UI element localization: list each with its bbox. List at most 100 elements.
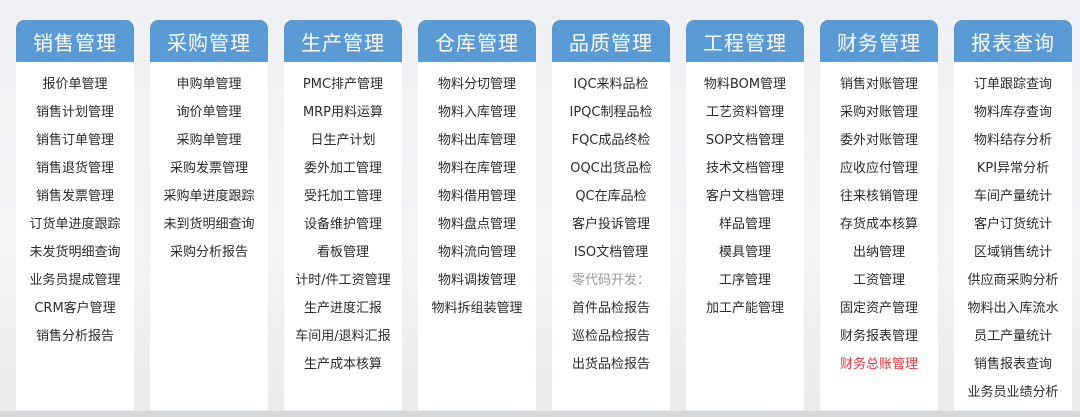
menu-item[interactable]: 往来核销管理: [839, 189, 918, 204]
menu-item[interactable]: 委外对账管理: [839, 133, 918, 148]
menu-item[interactable]: 客户文档管理: [705, 189, 784, 204]
menu-item[interactable]: 工序管理: [718, 273, 771, 288]
menu-item[interactable]: 询价单管理: [176, 105, 242, 120]
module-item-list: 物料分切管理 物料入库管理 物料出库管理 物料在库管理 物料借用管理 物料盘点管理 物料流向…: [431, 71, 522, 323]
menu-item[interactable]: 巡检品检报告: [571, 329, 650, 344]
menu-item[interactable]: 业务员业绩分析: [967, 385, 1059, 400]
menu-item[interactable]: 财务报表管理: [839, 329, 918, 344]
menu-item[interactable]: CRM客户管理: [34, 301, 116, 316]
menu-item[interactable]: 客户订货统计: [973, 217, 1052, 232]
menu-item[interactable]: 计时/件工资管理: [295, 273, 391, 288]
menu-item[interactable]: 委外加工管理: [303, 161, 382, 176]
menu-item[interactable]: 销售退货管理: [35, 161, 114, 176]
menu-item[interactable]: 车间产量统计: [973, 189, 1052, 204]
menu-item[interactable]: 销售计划管理: [35, 105, 114, 120]
bottom-bar: [0, 411, 1080, 417]
menu-item[interactable]: 首件品检报告: [571, 301, 650, 316]
menu-item[interactable]: 模具管理: [718, 245, 771, 260]
module-header[interactable]: 品质管理: [552, 20, 670, 62]
module-column: 采购管理申购单管理询价单管理采购单管理采购发票管理 采购单进度跟踪 未到货明细查询采…: [150, 20, 268, 410]
menu-item[interactable]: MRP用料运算: [302, 105, 384, 120]
menu-item[interactable]: 订单跟踪查询: [973, 77, 1052, 92]
menu-item[interactable]: 采购分析报告: [169, 245, 248, 260]
menu-item[interactable]: 采购对账管理: [839, 105, 918, 120]
module-header[interactable]: 工程管理: [686, 20, 804, 62]
menu-item[interactable]: 物料调拨管理: [437, 273, 516, 288]
menu-item[interactable]: 出纳管理: [852, 245, 905, 260]
menu-item[interactable]: 财务总账管理: [839, 357, 918, 372]
menu-item[interactable]: 物料BOM管理: [703, 77, 787, 92]
module-column: 财务管理销售对账管理 采购对账管理 委外对账管理 应收应付管理 往来核销管理 存货成本核算…: [820, 20, 938, 410]
menu-item[interactable]: 采购单进度跟踪: [163, 189, 255, 204]
module-header[interactable]: 报表查询: [954, 20, 1072, 62]
menu-item[interactable]: IQC来料品检: [573, 77, 649, 92]
menu-item[interactable]: 存货成本核算: [839, 217, 918, 232]
menu-item[interactable]: 车间用/退料汇报: [295, 329, 391, 344]
menu-item[interactable]: 物料拆组装管理: [431, 301, 523, 316]
module-header[interactable]: 采购管理: [150, 20, 268, 62]
menu-item[interactable]: IPQC制程品检: [569, 105, 653, 120]
module-column: 工程管理物料BOM管理 工艺资料管理 SOP文档管理 技术文档管理 客户文档管理 样品管理…: [686, 20, 804, 410]
menu-item[interactable]: 物料在库管理: [437, 161, 516, 176]
menu-item[interactable]: SOP文档管理: [705, 133, 785, 148]
module-column: 仓库管理物料分切管理 物料入库管理 物料出库管理 物料在库管理 物料借用管理 物料盘点管理…: [418, 20, 536, 410]
module-item-list: PMC排产管理 MRP用料运算 日生产计划委外加工管理 受托加工管理 设备维护管理 看板管…: [295, 71, 390, 379]
menu-item[interactable]: 工资管理: [852, 273, 905, 288]
module-item-list: 申购单管理询价单管理采购单管理采购发票管理 采购单进度跟踪 未到货明细查询 采购分析报…: [163, 71, 254, 267]
menu-item[interactable]: 物料流向管理: [437, 245, 516, 260]
menu-item[interactable]: 受托加工管理: [303, 189, 382, 204]
module-item-list: 订单跟踪查询 物料库存查询 物料结存分析 KPI异常分析 车间产量统计 客户订货统计 区域销…: [967, 71, 1058, 407]
menu-item[interactable]: 客户投诉管理: [571, 217, 650, 232]
module-header[interactable]: 销售管理: [16, 20, 134, 62]
menu-item[interactable]: 物料借用管理: [437, 189, 516, 204]
menu-item[interactable]: 物料出入库流水: [967, 301, 1059, 316]
menu-item[interactable]: OQC出货品检: [570, 161, 652, 176]
menu-item[interactable]: 销售报表查询: [973, 357, 1052, 372]
module-header[interactable]: 仓库管理: [418, 20, 536, 62]
menu-item[interactable]: 供应商采购分析: [967, 273, 1059, 288]
menu-item[interactable]: 销售对账管理: [839, 77, 918, 92]
menu-item[interactable]: 设备维护管理: [303, 217, 382, 232]
menu-item[interactable]: 技术文档管理: [705, 161, 784, 176]
menu-item[interactable]: 物料盘点管理: [437, 217, 516, 232]
menu-item[interactable]: 看板管理: [316, 245, 369, 260]
menu-item[interactable]: 应收应付管理: [839, 161, 918, 176]
menu-item[interactable]: 采购单管理: [176, 133, 242, 148]
menu-item[interactable]: 报价单管理: [42, 77, 108, 92]
menu-item[interactable]: ISO文档管理: [573, 245, 649, 260]
menu-item[interactable]: 物料分切管理: [437, 77, 516, 92]
menu-item[interactable]: 物料结存分析: [973, 133, 1052, 148]
menu-item[interactable]: 工艺资料管理: [705, 105, 784, 120]
menu-item[interactable]: 申购单管理: [176, 77, 242, 92]
menu-item[interactable]: KPI异常分析: [976, 161, 1050, 176]
menu-item[interactable]: 未到货明细查询: [163, 217, 255, 232]
menu-item[interactable]: 员工产量统计: [973, 329, 1052, 344]
menu-item[interactable]: 业务员提成管理: [29, 273, 121, 288]
menu-item[interactable]: 生产进度汇报: [303, 301, 382, 316]
menu-item[interactable]: 日生产计划: [310, 133, 376, 148]
menu-item[interactable]: 加工产能管理: [705, 301, 784, 316]
menu-item[interactable]: 物料库存查询: [973, 105, 1052, 120]
menu-item[interactable]: 物料入库管理: [437, 105, 516, 120]
menu-item[interactable]: 样品管理: [718, 217, 771, 232]
menu-item[interactable]: 固定资产管理: [839, 301, 918, 316]
menu-item[interactable]: PMC排产管理: [302, 77, 384, 92]
section-label: 零代码开发：: [571, 273, 650, 288]
menu-item[interactable]: QC在库品检: [575, 189, 647, 204]
menu-item[interactable]: 采购发票管理: [169, 161, 248, 176]
menu-item[interactable]: 销售订单管理: [35, 133, 114, 148]
menu-item[interactable]: 出货品检报告: [571, 357, 650, 372]
menu-item[interactable]: 销售发票管理: [35, 189, 114, 204]
module-column: 报表查询订单跟踪查询 物料库存查询 物料结存分析 KPI异常分析 车间产量统计 客户订货统…: [954, 20, 1072, 410]
menu-item[interactable]: 物料出库管理: [437, 133, 516, 148]
menu-item[interactable]: 区域销售统计: [973, 245, 1052, 260]
menu-item[interactable]: 生产成本核算: [303, 357, 382, 372]
module-header[interactable]: 生产管理: [284, 20, 402, 62]
menu-item[interactable]: FQC成品终检: [571, 133, 651, 148]
module-column: 品质管理 IQC来料品检 IPQC制程品检 FQC成品终检 OQC出货品检 QC在库品检客…: [552, 20, 670, 410]
menu-item[interactable]: 未发货明细查询: [29, 245, 121, 260]
menu-item[interactable]: 销售分析报告: [35, 329, 114, 344]
module-header[interactable]: 财务管理: [820, 20, 938, 62]
module-item-list: 物料BOM管理 工艺资料管理 SOP文档管理 技术文档管理 客户文档管理 样品管理模具管理…: [704, 71, 786, 323]
menu-item[interactable]: 订货单进度跟踪: [29, 217, 121, 232]
